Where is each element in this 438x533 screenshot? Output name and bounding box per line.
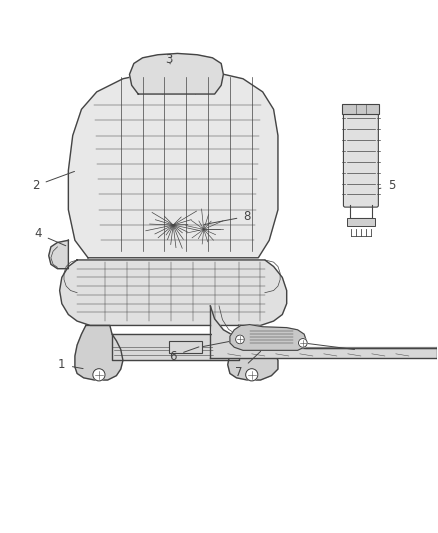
Text: 7: 7 xyxy=(235,351,261,378)
Polygon shape xyxy=(112,334,239,360)
Bar xyxy=(343,104,379,114)
Polygon shape xyxy=(68,70,278,258)
Bar xyxy=(347,219,375,227)
Text: 1: 1 xyxy=(58,358,83,372)
Polygon shape xyxy=(60,260,287,326)
Polygon shape xyxy=(230,325,306,350)
Text: 4: 4 xyxy=(34,227,66,246)
Circle shape xyxy=(236,335,244,344)
Polygon shape xyxy=(75,326,123,380)
FancyBboxPatch shape xyxy=(343,112,378,207)
Text: 2: 2 xyxy=(32,172,74,192)
Text: 6: 6 xyxy=(170,347,199,362)
Text: 3: 3 xyxy=(165,53,173,66)
Polygon shape xyxy=(228,326,278,380)
Circle shape xyxy=(93,369,105,381)
Text: 5: 5 xyxy=(378,179,395,192)
Polygon shape xyxy=(210,306,437,358)
Bar xyxy=(169,341,201,353)
Circle shape xyxy=(246,369,258,381)
Polygon shape xyxy=(49,240,68,269)
Circle shape xyxy=(298,338,307,348)
Text: 8: 8 xyxy=(204,210,251,224)
Polygon shape xyxy=(130,53,223,94)
